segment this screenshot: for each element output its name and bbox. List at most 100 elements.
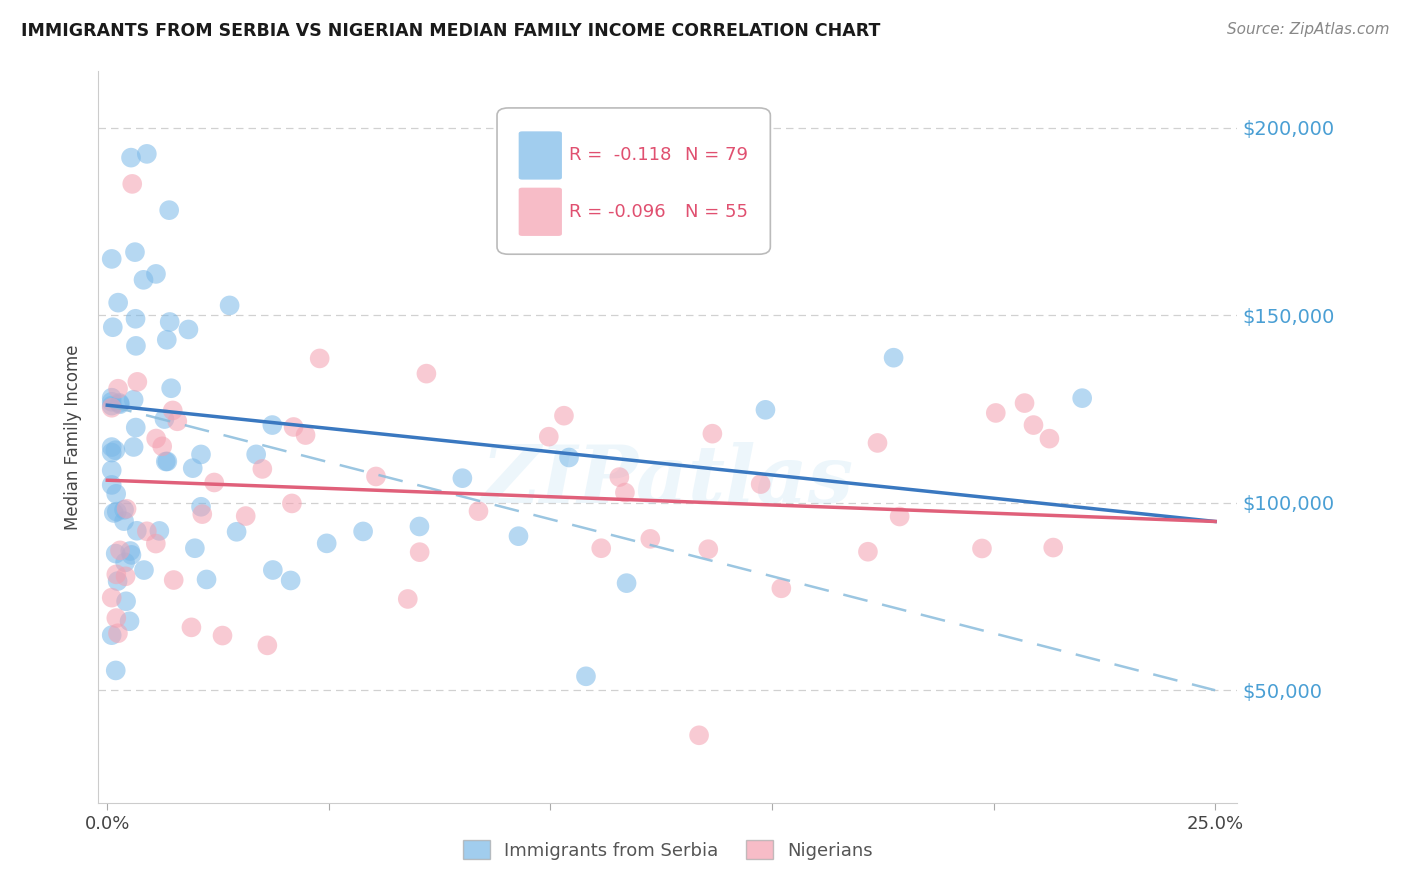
Point [100,591,122,605]
Point [153,412,176,426]
Point [132,273,155,287]
Point [120,151,142,165]
Point [120,548,142,562]
Point [245,447,267,461]
Point [162,403,184,417]
Point [114,569,136,583]
Point [1071,391,1094,405]
Point [122,440,145,454]
Point [537,430,560,444]
Point [108,396,131,410]
Text: ZIPatlas: ZIPatlas [482,442,853,520]
Point [408,545,430,559]
Point [218,298,240,312]
Point [145,267,167,281]
FancyBboxPatch shape [519,187,562,235]
Point [105,611,128,625]
FancyBboxPatch shape [498,108,770,254]
Point [283,420,305,434]
Point [688,728,710,742]
Point [702,426,724,441]
Point [396,591,419,606]
Point [1042,541,1064,555]
Text: Source: ZipAtlas.com: Source: ZipAtlas.com [1226,22,1389,37]
Point [256,638,278,652]
Point [100,391,122,405]
Text: R =  -0.118: R = -0.118 [569,146,671,164]
Point [145,536,167,550]
Point [609,470,631,484]
Point [163,573,186,587]
Point [105,505,128,519]
Point [115,594,138,608]
Point [308,351,330,366]
Point [281,496,304,510]
Point [682,188,704,202]
Point [135,524,157,539]
Point [883,351,905,365]
Point [190,447,212,461]
Point [415,367,437,381]
Point [104,443,127,458]
Text: IMMIGRANTS FROM SERBIA VS NIGERIAN MEDIAN FAMILY INCOME CORRELATION CHART: IMMIGRANTS FROM SERBIA VS NIGERIAN MEDIA… [21,22,880,40]
Point [135,147,157,161]
Point [107,626,129,640]
Point [184,541,207,556]
Point [1022,418,1045,433]
Point [125,420,148,434]
Point [754,402,776,417]
Point [112,503,135,517]
Point [127,375,149,389]
Point [970,541,993,556]
Point [156,454,179,468]
Point [122,392,145,407]
Point [591,541,613,556]
Point [866,436,889,450]
Point [180,620,202,634]
Point [451,471,474,485]
Point [100,628,122,642]
Point [613,485,636,500]
Point [364,469,387,483]
Point [120,544,142,558]
Point [166,414,188,428]
Point [181,461,204,475]
Point [107,295,129,310]
Point [100,478,122,492]
Point [195,573,218,587]
Point [280,574,302,588]
Point [408,519,430,533]
Point [156,333,179,347]
Point [553,409,575,423]
Point [125,524,148,538]
Point [262,418,284,433]
Point [190,500,212,514]
Point [100,463,122,477]
Point [107,574,129,588]
Point [150,439,173,453]
Point [211,629,233,643]
Point [124,311,146,326]
FancyBboxPatch shape [519,131,562,179]
Point [508,529,530,543]
Point [105,487,128,501]
Point [616,576,638,591]
Point [640,532,662,546]
Point [770,582,793,596]
Point [100,440,122,454]
Point [115,501,138,516]
Point [103,506,125,520]
Point [697,542,720,557]
Point [108,397,131,411]
Point [121,177,143,191]
Point [132,563,155,577]
Y-axis label: Median Family Income: Median Family Income [65,344,83,530]
Point [159,315,181,329]
Point [252,462,274,476]
Point [145,432,167,446]
Point [114,555,136,569]
Point [315,536,337,550]
Point [100,445,122,459]
Point [100,399,122,413]
Point [108,543,131,558]
